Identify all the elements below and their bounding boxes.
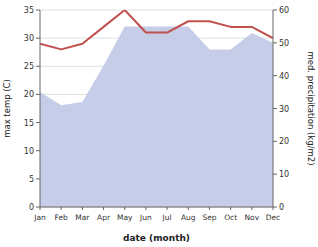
x-tick bbox=[61, 207, 62, 210]
y2-tick-label: 40 bbox=[279, 72, 289, 81]
x-tick bbox=[145, 207, 146, 210]
x-tick-label: Mar bbox=[75, 213, 90, 222]
y-tick-label: 0 bbox=[29, 203, 34, 212]
y2-tick-label: 10 bbox=[279, 170, 289, 179]
x-tick-label: Dec bbox=[266, 213, 281, 222]
y-tick bbox=[36, 94, 40, 95]
y-tick bbox=[36, 178, 40, 179]
x-axis-label: date (month) bbox=[123, 233, 190, 243]
y-tick-label: 25 bbox=[24, 62, 34, 71]
x-tick-label: Jul bbox=[162, 213, 172, 222]
x-tick bbox=[124, 207, 125, 210]
y2-tick bbox=[273, 75, 277, 76]
y-tick bbox=[36, 207, 40, 208]
x-tick-label: Oct bbox=[224, 213, 237, 222]
x-tick-label: Sep bbox=[202, 213, 216, 222]
y2-tick-label: 30 bbox=[279, 105, 289, 114]
y2-tick bbox=[273, 108, 277, 109]
x-tick bbox=[82, 207, 83, 210]
y-tick bbox=[36, 38, 40, 39]
y-tick bbox=[36, 10, 40, 11]
x-tick bbox=[273, 207, 274, 210]
y2-tick-label: 20 bbox=[279, 137, 289, 146]
y2-tick bbox=[273, 174, 277, 175]
grid-line bbox=[40, 207, 273, 208]
y2-tick bbox=[273, 141, 277, 142]
y2-tick bbox=[273, 207, 277, 208]
x-tick-label: Aug bbox=[181, 213, 196, 222]
y2-tick-label: 50 bbox=[279, 39, 289, 48]
precipitation-area bbox=[40, 26, 273, 207]
plot-area bbox=[40, 10, 273, 207]
x-tick bbox=[251, 207, 252, 210]
y-axis-label: max temp (C) bbox=[2, 79, 12, 138]
y-tick-label: 5 bbox=[29, 175, 34, 184]
x-tick-label: Jan bbox=[33, 213, 46, 222]
y2-tick-label: 60 bbox=[279, 6, 289, 15]
x-tick-label: May bbox=[117, 213, 133, 222]
y2-tick-label: 0 bbox=[279, 203, 284, 212]
x-axis-line bbox=[40, 207, 273, 208]
y2-axis-label: med. precipitation (kg/m2) bbox=[306, 51, 316, 165]
x-tick-label: Apr bbox=[97, 213, 111, 222]
x-tick bbox=[230, 207, 231, 210]
x-tick-label: Feb bbox=[55, 213, 69, 222]
y-tick-label: 30 bbox=[24, 34, 34, 43]
x-tick bbox=[103, 207, 104, 210]
y-tick-label: 10 bbox=[24, 147, 34, 156]
axes: 0 5 10 15 20 25 30 35 0 10 20 30 40 50 60 Jan Feb Mar Apr M… bbox=[24, 6, 289, 222]
y-tick bbox=[36, 122, 40, 123]
x-tick bbox=[209, 207, 210, 210]
y-tick bbox=[36, 150, 40, 151]
x-tick bbox=[40, 207, 41, 210]
y2-tick bbox=[273, 42, 277, 43]
x-tick bbox=[167, 207, 168, 210]
y-tick-label: 35 bbox=[24, 6, 34, 15]
y2-tick bbox=[273, 10, 277, 11]
x-tick bbox=[188, 207, 189, 210]
grid-line bbox=[40, 10, 273, 11]
grid bbox=[40, 10, 273, 207]
x-tick-label: Nov bbox=[244, 213, 259, 222]
x-tick-label: Jun bbox=[139, 213, 152, 222]
y-tick bbox=[36, 66, 40, 67]
y-axis-line bbox=[40, 10, 41, 207]
temperature-line bbox=[40, 10, 273, 49]
y-tick-label: 15 bbox=[24, 119, 34, 128]
chart: 0 5 10 15 20 25 30 35 0 10 20 30 40 50 60 Jan Feb Mar Apr M… bbox=[0, 0, 318, 247]
y-tick-label: 20 bbox=[24, 90, 34, 99]
